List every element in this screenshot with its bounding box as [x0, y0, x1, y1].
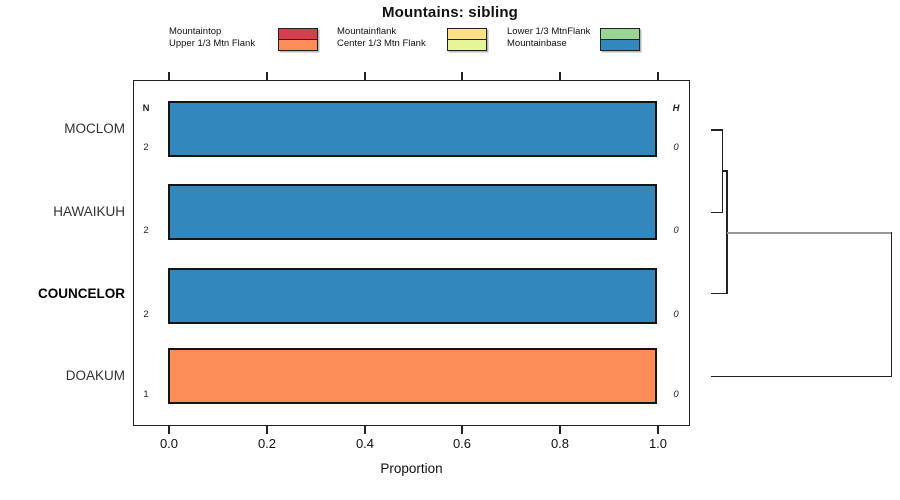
legend-item-label: Mountaintop — [169, 26, 222, 37]
n-value: 2 — [143, 309, 149, 320]
x-axis-tick — [461, 426, 463, 434]
dendrogram-leaf-stub-councelor — [711, 292, 728, 294]
x-axis-top-tick — [461, 72, 463, 80]
bar-moclom — [168, 101, 657, 157]
dendrogram-join-cluster-councelor — [726, 170, 728, 294]
dendrogram-leaf-stub-moclom — [711, 129, 723, 131]
n-value: 1 — [143, 389, 149, 400]
y-axis-label-moclom: MOCLOM — [64, 121, 125, 136]
dendrogram-connector — [721, 170, 728, 172]
x-axis-top-tick — [559, 72, 561, 80]
n-value: 2 — [143, 142, 149, 153]
legend-item-label: Upper 1/3 Mtn Flank — [169, 38, 256, 49]
x-axis-title: Proportion — [380, 461, 443, 476]
n-value: 2 — [143, 225, 149, 236]
legend-swatch-center-13-mtn-flank — [447, 39, 487, 51]
x-axis-tick — [559, 426, 561, 434]
legend-item-label: Center 1/3 Mtn Flank — [337, 38, 426, 49]
h-value: 0 — [673, 389, 679, 400]
legend-item-label: Lower 1/3 MtnFlank — [507, 26, 591, 37]
legend-labels-group-1: Mountaintop Upper 1/3 Mtn Flank — [169, 26, 255, 50]
h-value: 0 — [673, 309, 679, 320]
legend-item-label: Mountainbase — [507, 38, 567, 49]
dendrogram-branch-to-root — [727, 231, 892, 234]
legend-swatch-group-3 — [600, 28, 640, 51]
x-axis-top-tick — [364, 72, 366, 80]
y-axis-label-councelor: COUNCELOR — [38, 286, 125, 301]
x-axis-tick-label: 0.8 — [550, 436, 570, 451]
dendrogram-leaf-stub-doakum — [711, 375, 892, 377]
x-axis-tick — [266, 426, 268, 434]
x-axis-tick — [364, 426, 366, 434]
h-column-header: H — [672, 103, 680, 114]
legend-swatch-upper-13-mtn-flank — [278, 39, 318, 51]
x-axis-tick — [657, 426, 659, 434]
x-axis-tick-label: 0.2 — [257, 436, 277, 451]
dendrogram-leaf-stub-hawaikuh — [711, 211, 723, 213]
legend-swatch-group-1 — [278, 28, 318, 51]
x-axis-tick-label: 1.0 — [648, 436, 668, 451]
h-value: 0 — [673, 142, 679, 153]
x-axis-tick — [168, 426, 170, 434]
bar-hawaikuh — [168, 184, 657, 240]
legend-item-label: Mountainflank — [337, 26, 397, 37]
dendrogram-root-join — [890, 232, 892, 377]
x-axis-tick-label: 0.6 — [452, 436, 472, 451]
y-axis-label-doakum: DOAKUM — [65, 368, 125, 383]
h-value: 0 — [673, 225, 679, 236]
bar-doakum — [168, 348, 657, 404]
x-axis-top-tick — [657, 72, 659, 80]
x-axis-top-tick — [168, 72, 170, 80]
x-axis-tick-label: 0.4 — [355, 436, 375, 451]
x-axis-tick-label: 0.0 — [159, 436, 179, 451]
bar-councelor — [168, 268, 657, 324]
x-axis-top-tick — [266, 72, 268, 80]
legend-swatch-mountainbase — [600, 39, 640, 51]
y-axis-label-hawaikuh: HAWAIKUH — [53, 204, 125, 219]
n-column-header: N — [142, 103, 150, 114]
chart-title: Mountains: sibling — [381, 4, 519, 21]
legend-labels-group-3: Lower 1/3 MtnFlank Mountainbase — [507, 26, 590, 50]
legend-labels-group-2: Mountainflank Center 1/3 Mtn Flank — [337, 26, 426, 50]
legend-swatch-group-2 — [447, 28, 487, 51]
